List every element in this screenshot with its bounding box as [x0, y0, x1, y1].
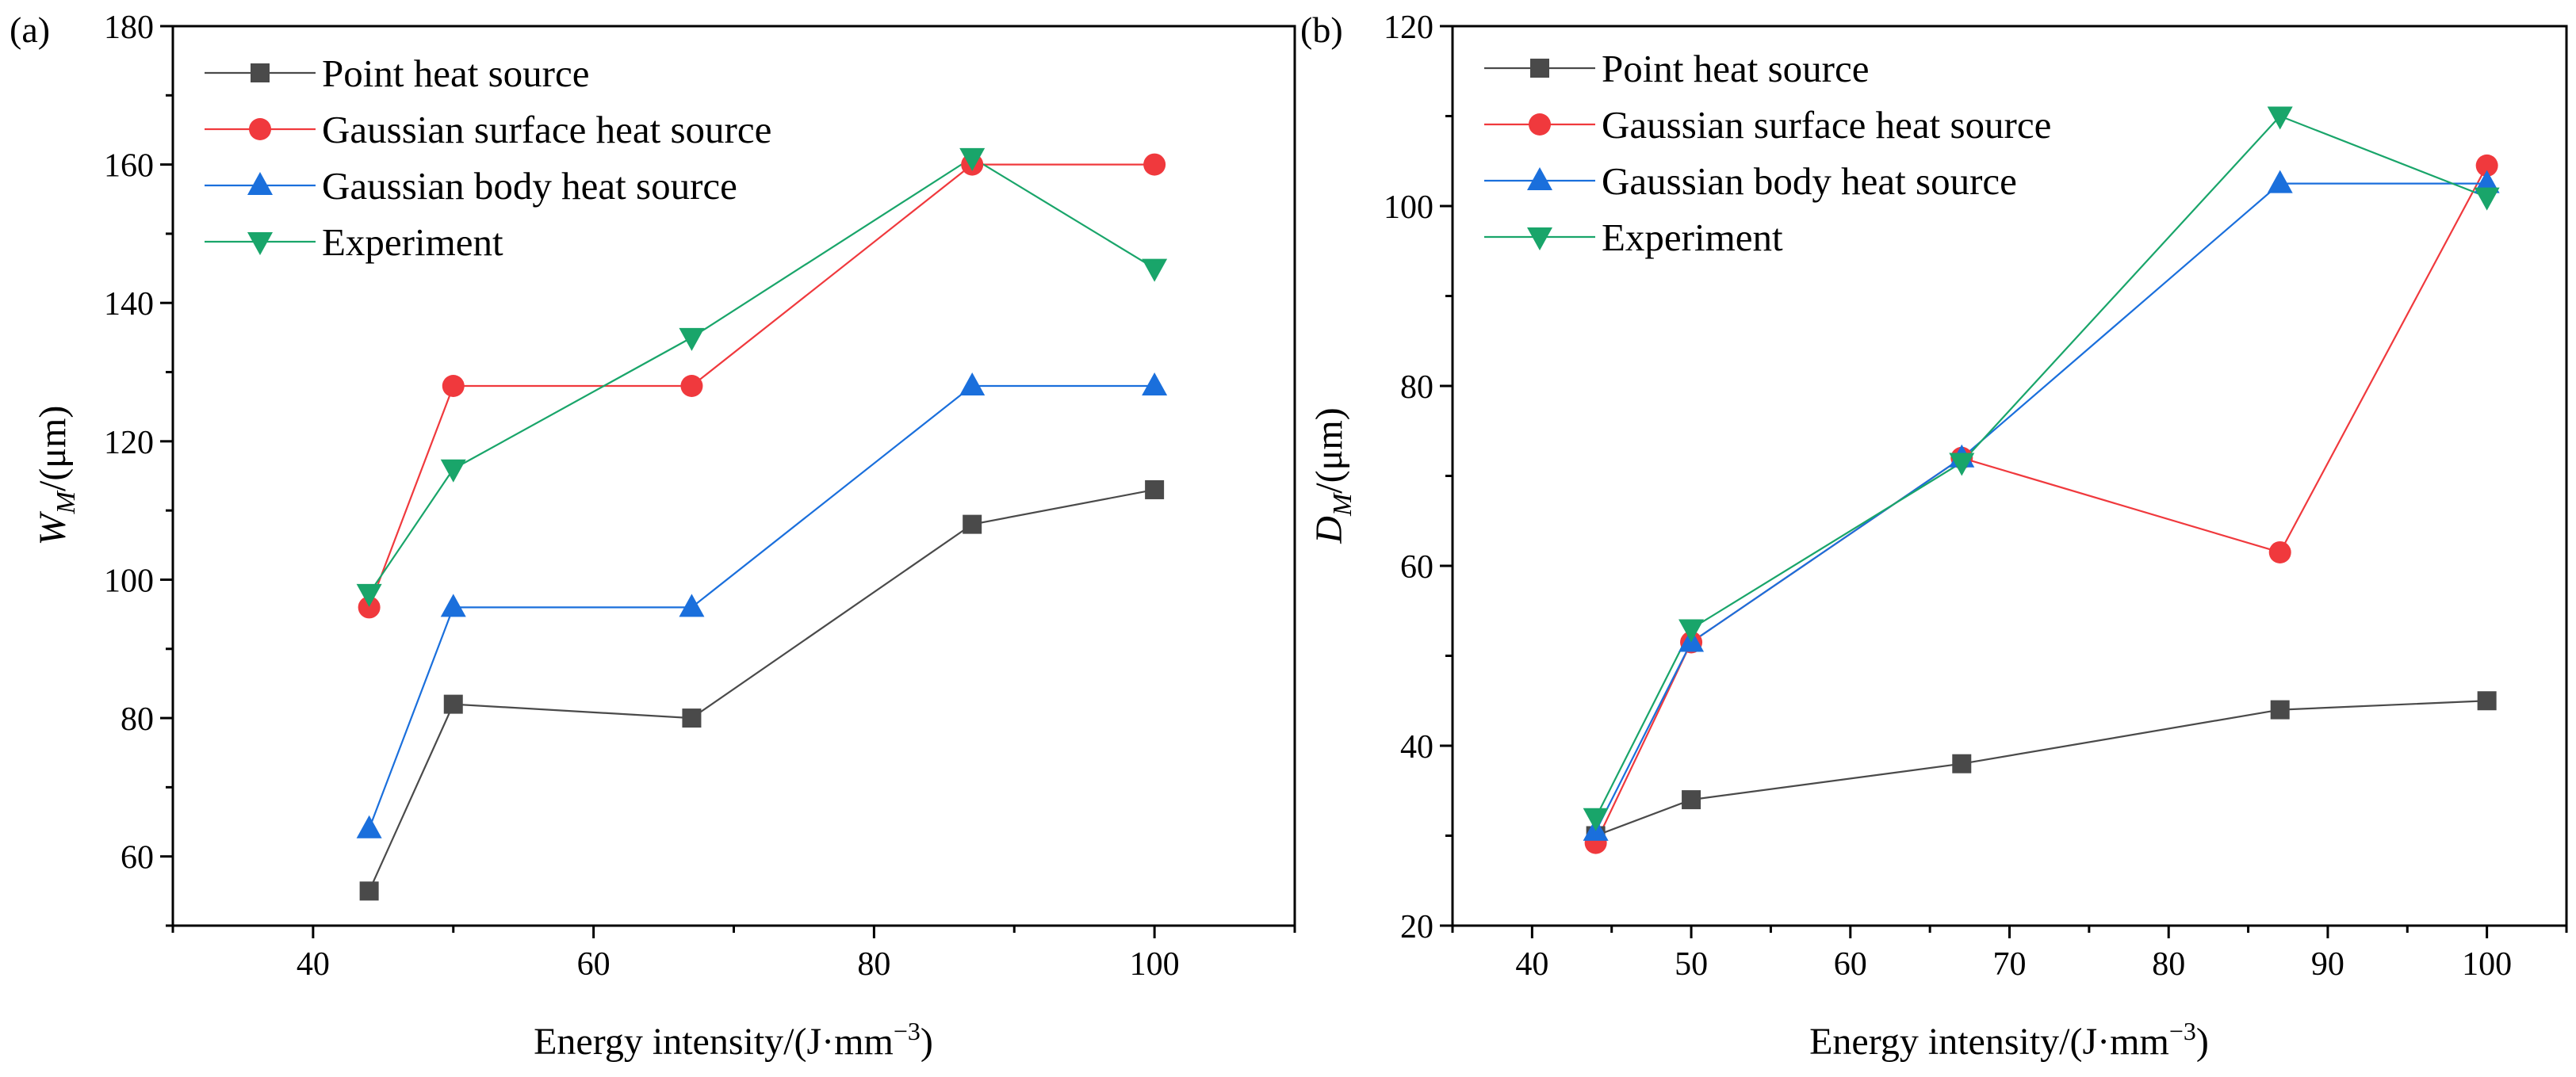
panel-a-x-tick-label: 60 — [577, 946, 611, 983]
panel-a-plot-frame — [173, 26, 1295, 926]
panel-b-series-2-point — [2268, 170, 2293, 193]
panel-a-legend-item: Experiment — [205, 220, 503, 264]
panel-a-legend-marker — [251, 63, 270, 82]
panel-b-legend-label: Gaussian body heat source — [1602, 159, 2017, 203]
panel-a-x-tick-label: 100 — [1130, 946, 1180, 983]
panel-a-y-tick-label: 80 — [121, 701, 154, 738]
panel-b-legend-item: Gaussian body heat source — [1484, 159, 2017, 203]
panel-b-legend: Point heat source Gaussian surface heat s… — [1484, 47, 2051, 259]
panel-b-series-0-line — [1596, 701, 2487, 835]
panel-a-legend-label: Point heat source — [322, 52, 589, 95]
panel-b-series-2-line — [1596, 184, 2487, 831]
panel-b-y-axis-title: DM/(μm) — [1308, 407, 1357, 544]
panel-a-series-2-point — [357, 815, 382, 838]
panel-a-series-0-line — [369, 490, 1155, 891]
panel-b-y-tick-label: 20 — [1400, 909, 1433, 945]
panel-b-y-tick-label: 120 — [1384, 10, 1433, 46]
panel-a-series-1-point — [680, 375, 702, 397]
panel-b-series-1-point — [2269, 541, 2291, 563]
panel-a-y-tick-label: 160 — [104, 148, 154, 185]
panel-a-series-1-point — [442, 375, 465, 397]
panel-a-legend: Point heat source Gaussian surface heat s… — [205, 52, 771, 264]
panel-a-legend-label: Experiment — [322, 220, 503, 264]
panel-b-legend-label: Point heat source — [1602, 47, 1869, 90]
panel-b-y-tick-label: 40 — [1400, 729, 1433, 766]
panel-b-chart: (b) 40 50 60 70 80 90 100 20 40 60 80 100 120 Point … — [1300, 10, 2566, 1063]
panel-a-series-0-point — [1145, 480, 1164, 499]
panel-a-legend-item: Gaussian surface heat source — [205, 108, 771, 151]
panel-b-legend-item: Point heat source — [1484, 47, 1869, 90]
panel-a-x-axis-title: Energy intensity/(J·mm−3) — [534, 1017, 933, 1063]
panel-a-series-2-point — [441, 594, 466, 617]
panel-b-x-tick-label: 90 — [2311, 946, 2344, 983]
panel-b-legend-marker — [1527, 227, 1552, 250]
panel-a-label: (a) — [10, 10, 50, 50]
panel-a-y-tick-label: 100 — [104, 563, 154, 599]
panel-a-legend-item: Gaussian body heat source — [205, 164, 737, 208]
panel-a-legend-marker — [249, 118, 271, 140]
panel-a-y-axis-title: WM/(μm) — [32, 406, 81, 546]
panel-b-x-tick-label: 40 — [1515, 946, 1548, 983]
panel-a-series-0-point — [682, 708, 701, 728]
panel-b-x-tick-label: 70 — [1993, 946, 2027, 983]
panel-a-series-2-point — [679, 594, 704, 617]
panel-b-legend-item: Gaussian surface heat source — [1484, 103, 2051, 147]
panel-a-series-3-point — [679, 328, 704, 351]
panel-b-series-0-point — [2271, 701, 2290, 720]
panel-a-legend-label: Gaussian body heat source — [322, 164, 737, 208]
panel-a-series-2-point — [1142, 372, 1167, 395]
panel-a-series-2-point — [959, 372, 985, 395]
panel-b-x-tick-label: 80 — [2152, 946, 2185, 983]
panel-a-series-3-point — [1142, 259, 1167, 282]
panel-b-legend-label: Experiment — [1602, 216, 1783, 259]
panel-a-series-0-point — [360, 881, 379, 900]
panel-a-legend-marker — [247, 172, 273, 195]
panel-a-x-tick-label: 40 — [297, 946, 330, 983]
panel-b-y-tick-label: 100 — [1384, 189, 1433, 226]
panel-a-series-1-point — [1143, 154, 1166, 176]
panel-b-legend-marker — [1529, 113, 1551, 136]
panel-b-series-0-point — [1952, 754, 1971, 773]
panel-b-legend-item: Experiment — [1484, 216, 1783, 259]
panel-b-ticks: 40 50 60 70 80 90 100 20 40 60 80 100 120 — [1384, 10, 2566, 983]
panel-b-x-axis-title: Energy intensity/(J·mm−3) — [1809, 1017, 2209, 1063]
panel-b-x-tick-label: 100 — [2462, 946, 2512, 983]
panel-a-y-tick-label: 60 — [121, 840, 154, 876]
panel-b-series-0-point — [1682, 790, 1701, 809]
panel-b-y-tick-label: 80 — [1400, 369, 1433, 406]
panel-b-legend-marker — [1530, 59, 1549, 78]
panel-b-legend-marker — [1527, 167, 1552, 190]
panel-a-y-tick-label: 180 — [104, 10, 154, 46]
panel-a-ticks: 40 60 80 100 60 80 100 120 140 160 180 — [104, 10, 1295, 983]
figure: (a) 40 60 80 100 60 80 100 120 140 160 180 Point h… — [0, 0, 2576, 1077]
panel-a-x-tick-label: 80 — [857, 946, 890, 983]
panel-b-x-tick-label: 60 — [1834, 946, 1867, 983]
panel-a-y-tick-label: 140 — [104, 286, 154, 323]
panel-a-chart: (a) 40 60 80 100 60 80 100 120 140 160 180 Point h… — [10, 10, 1295, 1063]
panel-b-series-1-line — [1596, 166, 2487, 843]
panel-b-y-tick-label: 60 — [1400, 549, 1433, 586]
panel-a-legend-marker — [247, 232, 273, 255]
panel-a-series-0-point — [963, 515, 982, 534]
panel-b-series-0-point — [2478, 691, 2497, 710]
panel-b-x-tick-label: 50 — [1675, 946, 1708, 983]
panel-a-legend-item: Point heat source — [205, 52, 589, 95]
panel-b-label: (b) — [1300, 10, 1343, 50]
panel-b-legend-label: Gaussian surface heat source — [1602, 103, 2051, 147]
panel-a-series-3-point — [441, 460, 466, 483]
panel-b-series-3-point — [2475, 188, 2500, 211]
panel-a-series-0-point — [444, 695, 463, 714]
panel-a-series-2-line — [369, 386, 1155, 829]
panel-a-y-tick-label: 120 — [104, 425, 154, 461]
panel-a-legend-label: Gaussian surface heat source — [322, 108, 771, 151]
